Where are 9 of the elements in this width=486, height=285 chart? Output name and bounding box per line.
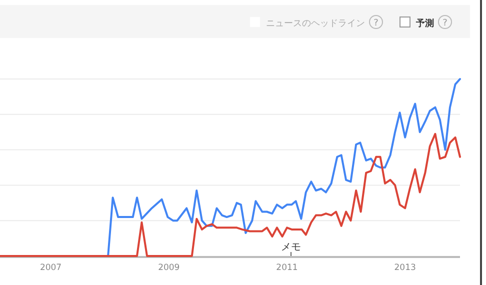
x-tick-label: 2007	[40, 263, 62, 273]
text: ?	[374, 18, 379, 28]
x-tick-label: 2009	[158, 263, 180, 273]
text: ?	[442, 18, 448, 28]
text: ニュースのヘッドライン	[266, 19, 365, 29]
x-tick-label: 2011	[276, 263, 298, 273]
text: 予測	[415, 18, 434, 29]
x-tick-label: 2013	[394, 263, 416, 273]
annotation: メモ	[281, 242, 301, 253]
